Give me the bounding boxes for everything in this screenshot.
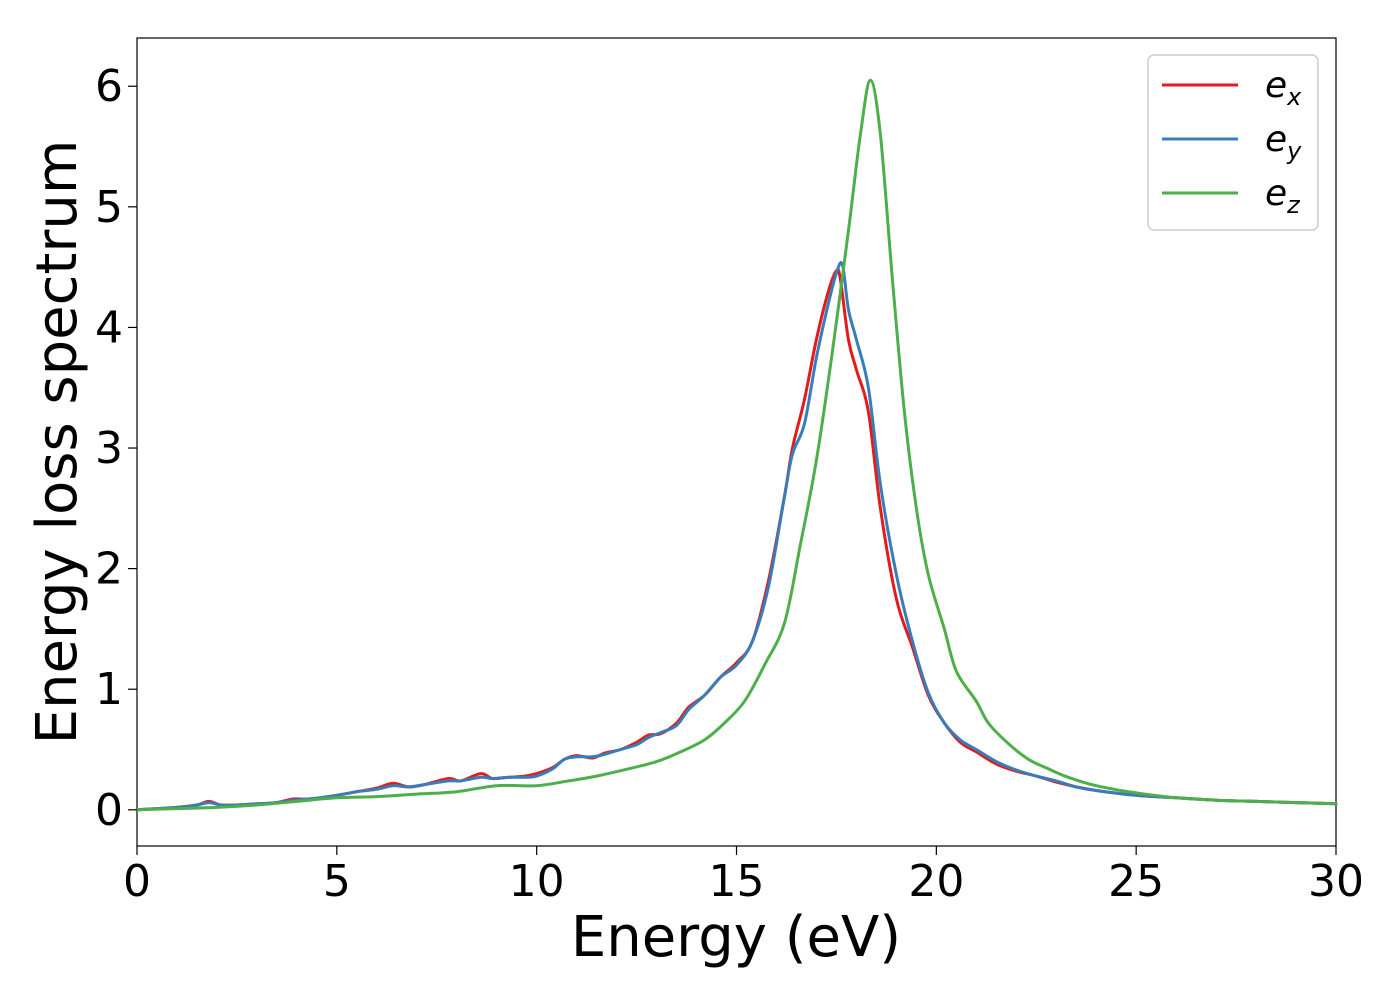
y-tick-label: 6 (95, 61, 123, 112)
y-axis-title: Energy loss spectrum (25, 140, 90, 745)
y-tick-label: 4 (95, 302, 123, 353)
x-tick-label: 0 (123, 856, 151, 907)
legend-label-x: ex (1265, 65, 1302, 111)
series-line-z (135, 78, 1338, 812)
x-tick-label: 5 (323, 856, 351, 907)
legend-label-y: ey (1265, 119, 1302, 165)
x-tick-label: 20 (908, 856, 964, 907)
y-tick-label: 1 (95, 664, 123, 715)
x-tick-label: 25 (1108, 856, 1164, 907)
series-line-y (135, 261, 1338, 812)
legend-label-z: ez (1265, 173, 1301, 219)
x-tick-label: 30 (1308, 856, 1364, 907)
legend: ex ey ez (1147, 54, 1319, 231)
x-axis-title: Energy (eV) (571, 905, 901, 970)
y-tick-label: 0 (95, 785, 123, 836)
y-axis-ticks: 0 1 2 3 4 5 6 (95, 61, 137, 836)
legend-box (1147, 54, 1319, 231)
y-tick-label: 3 (95, 423, 123, 474)
x-tick-label: 10 (509, 856, 565, 907)
y-tick-label: 2 (95, 544, 123, 595)
legend-entries: ex ey ez (1162, 65, 1302, 219)
y-tick-label: 5 (95, 182, 123, 233)
x-tick-label: 15 (709, 856, 765, 907)
series-group (135, 78, 1338, 812)
x-axis-ticks: 0 5 10 15 20 25 30 (123, 846, 1364, 907)
